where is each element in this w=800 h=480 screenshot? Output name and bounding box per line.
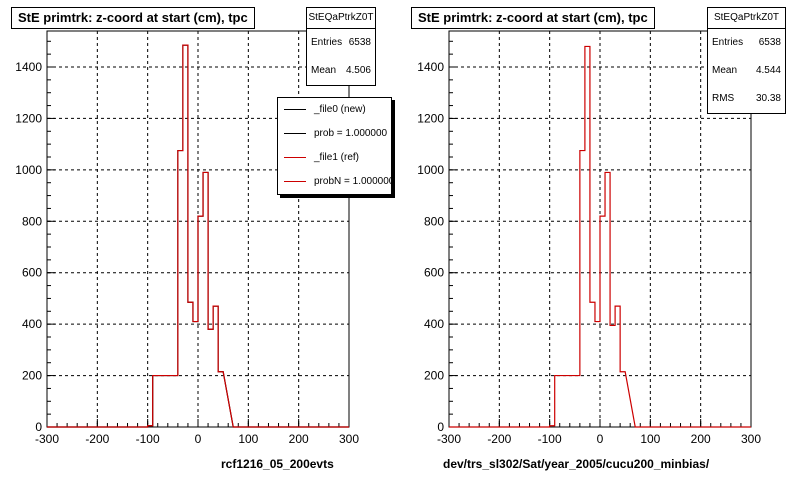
legend-label-file0: _file0 (new)	[314, 104, 366, 115]
legend-label-file1: _file1 (ref)	[314, 152, 360, 163]
legend-label-prob: prob = 1.000000	[314, 128, 388, 139]
left-stats-mean-value: 4.506	[345, 65, 371, 76]
right-x-tick-label: 300	[741, 432, 761, 446]
right-stats-mean-row: Mean 4.544	[708, 57, 785, 85]
right-histogram-title: StE primtrk: z-coord at start (cm), tpc	[411, 7, 655, 29]
left-y-tick-label: 800	[22, 214, 42, 228]
right-x-tick-label: -200	[487, 432, 511, 446]
left-stats-box: StEQaPtrkZ0T Entries 6538 Mean 4.506	[306, 7, 376, 86]
right-stats-entries-row: Entries 6538	[708, 29, 785, 57]
left-stats-mean-row: Mean 4.506	[307, 57, 375, 85]
legend-label-probn: probN = 1.000000	[314, 176, 392, 187]
right-stats-rms-label: RMS	[712, 93, 735, 104]
left-stats-mean-label: Mean	[311, 65, 337, 76]
right-y-tick-label: 1200	[417, 111, 444, 125]
legend-entry-file0: _file0 (new)	[278, 98, 391, 122]
left-stats-entries-value: 6538	[348, 37, 371, 48]
right-stats-entries-label: Entries	[712, 37, 744, 48]
right-y-tick-label: 800	[424, 214, 444, 228]
right-x-tick-label: 200	[691, 432, 711, 446]
left-y-tick-label: 1400	[15, 60, 42, 74]
legend-swatch-file1	[284, 157, 306, 158]
right-x-tick-label: -300	[437, 432, 461, 446]
left-stats-entries-row: Entries 6538	[307, 29, 375, 57]
left-y-tick-label: 1000	[15, 163, 42, 177]
left-x-tick-label: 100	[238, 432, 258, 446]
left-x-tick-label: -200	[85, 432, 109, 446]
left-y-tick-label: 200	[22, 369, 42, 383]
legend-entry-probn: probN = 1.000000	[278, 170, 391, 194]
right-stats-rms-row: RMS 30.38	[708, 85, 785, 113]
left-stats-entries-label: Entries	[311, 37, 343, 48]
legend-swatch-prob	[284, 133, 306, 134]
legend-swatch-probn	[284, 181, 306, 182]
left-y-tick-label: 400	[22, 317, 42, 331]
left-x-tick-label: -300	[35, 432, 59, 446]
left-y-tick-label: 0	[35, 420, 42, 434]
right-y-tick-label: 1400	[417, 60, 444, 74]
right-x-tick-label: -100	[538, 432, 562, 446]
right-stats-mean-label: Mean	[712, 65, 738, 76]
right-y-tick-label: 400	[424, 317, 444, 331]
left-y-tick-label: 1200	[15, 111, 42, 125]
right-x-tick-label: 100	[640, 432, 660, 446]
left-x-axis-label: rcf1216_05_200evts	[221, 457, 334, 471]
right-stats-rms-value: 30.38	[755, 93, 781, 104]
left-legend: _file0 (new) prob = 1.000000 _file1 (ref…	[277, 97, 392, 195]
legend-entry-file1: _file1 (ref)	[278, 146, 391, 170]
left-histogram-title: StE primtrk: z-coord at start (cm), tpc	[11, 7, 255, 29]
left-y-tick-label: 600	[22, 266, 42, 280]
right-stats-entries-value: 6538	[758, 37, 781, 48]
right-stats-box: StEQaPtrkZ0T Entries 6538 Mean 4.544 RMS…	[707, 7, 786, 114]
right-y-tick-label: 200	[424, 369, 444, 383]
right-x-axis-label: dev/trs_sl302/Sat/year_2005/cucu200_minb…	[443, 457, 710, 471]
left-series--file1-ref--line	[47, 44, 349, 428]
left-x-tick-label: 200	[289, 432, 309, 446]
legend-entry-prob: prob = 1.000000	[278, 122, 391, 146]
right-stats-mean-value: 4.544	[755, 65, 781, 76]
left-x-tick-label: 0	[195, 432, 202, 446]
left-x-tick-label: 300	[339, 432, 359, 446]
right-series--file1-ref--line	[449, 45, 751, 428]
right-x-tick-label: 0	[597, 432, 604, 446]
right-stats-name: StEQaPtrkZ0T	[708, 8, 785, 29]
left-x-tick-label: -100	[136, 432, 160, 446]
right-y-tick-label: 600	[424, 266, 444, 280]
right-y-tick-label: 1000	[417, 163, 444, 177]
right-y-tick-label: 0	[437, 420, 444, 434]
legend-swatch-file0	[284, 109, 306, 110]
left-stats-name: StEQaPtrkZ0T	[307, 8, 375, 29]
